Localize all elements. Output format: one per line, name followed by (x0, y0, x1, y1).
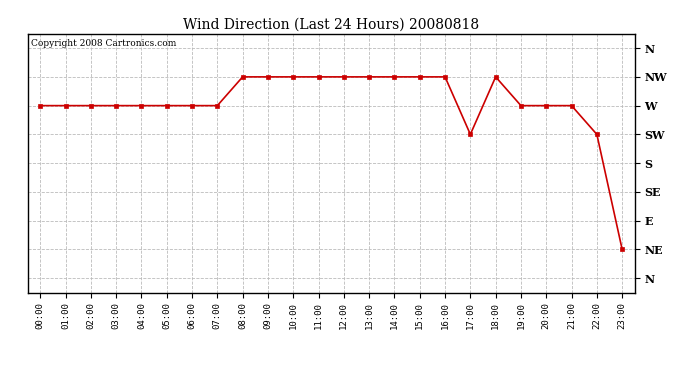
Text: Copyright 2008 Cartronics.com: Copyright 2008 Cartronics.com (30, 39, 176, 48)
Title: Wind Direction (Last 24 Hours) 20080818: Wind Direction (Last 24 Hours) 20080818 (183, 17, 480, 31)
